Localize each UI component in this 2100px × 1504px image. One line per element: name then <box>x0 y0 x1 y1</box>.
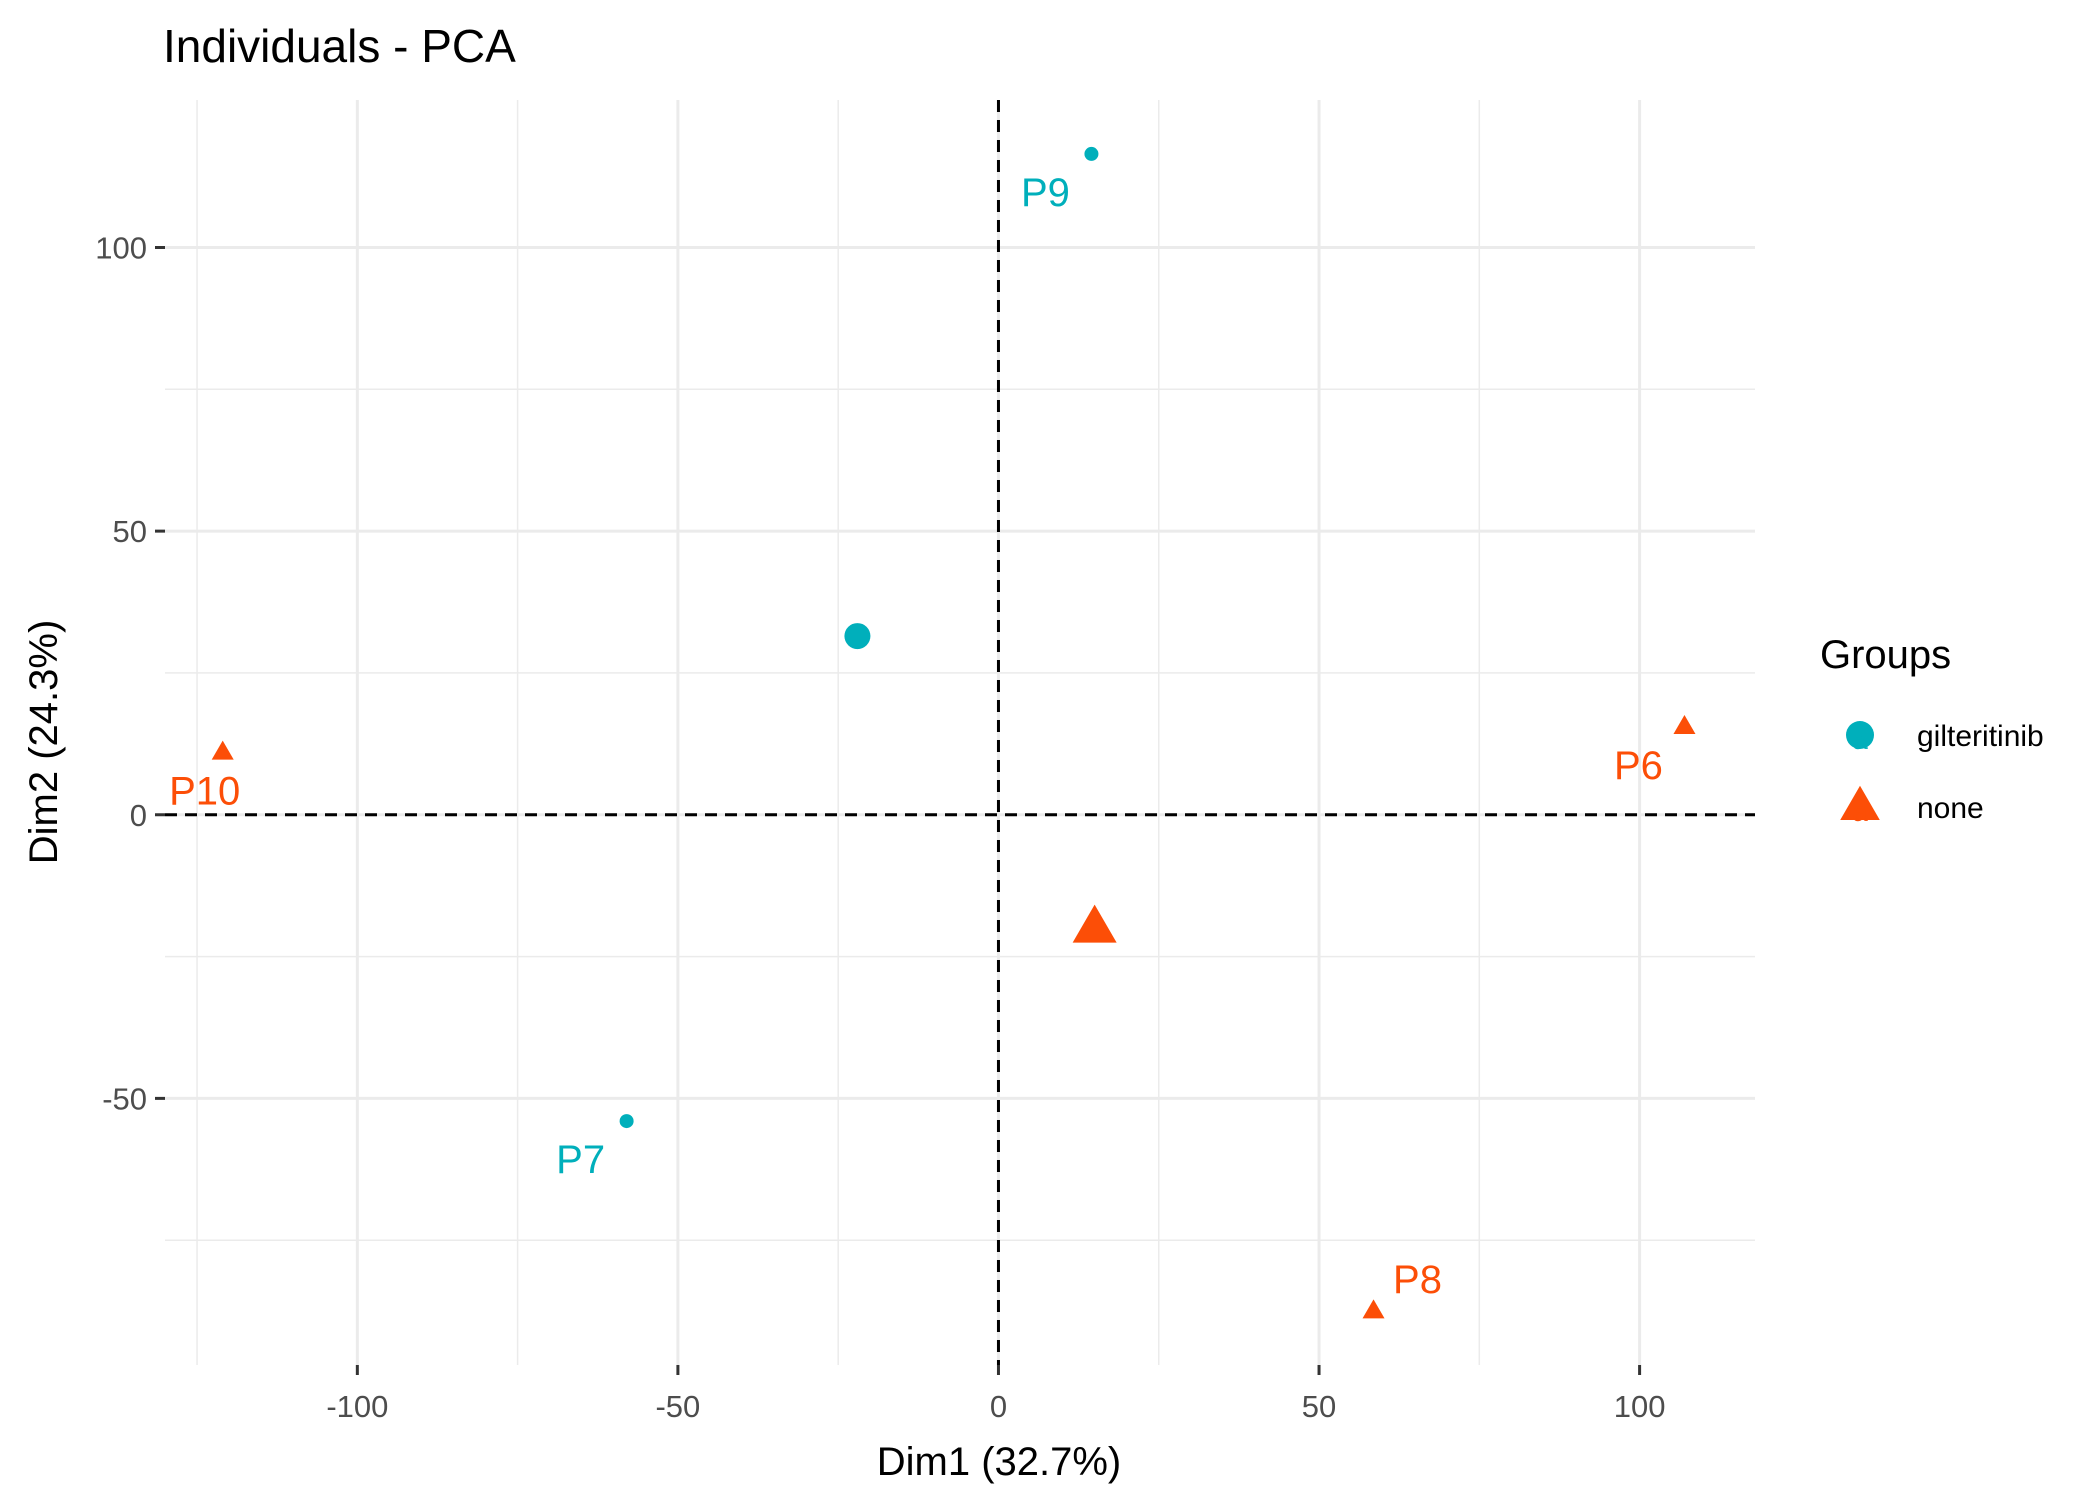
point-label-p6: P6 <box>1614 744 1663 788</box>
y-tick-label: -50 <box>102 1081 147 1116</box>
x-tick-label: -100 <box>326 1389 388 1424</box>
legend-symbol-gilteritinib <box>1846 721 1874 749</box>
point-p9 <box>1084 146 1099 161</box>
x-tick-label: 50 <box>1302 1389 1336 1424</box>
legend-key-gilteritinib: a gilteritinib <box>1846 720 2044 755</box>
point-labels: P9 P7 P6 P10 P8 <box>169 171 1663 1302</box>
centroid-none <box>1072 904 1117 943</box>
point-p7 <box>619 1114 634 1129</box>
legend-mark-gilteritinib: a <box>1852 724 1868 755</box>
legend-label-gilteritinib: gilteritinib <box>1917 720 2044 753</box>
legend-label-none: none <box>1917 792 1984 825</box>
point-label-p7: P7 <box>556 1138 605 1182</box>
legend: Groups a gilteritinib a none <box>1820 633 2044 827</box>
point-label-p9: P9 <box>1021 171 1070 215</box>
point-label-p8: P8 <box>1393 1258 1442 1302</box>
x-tick-label: 0 <box>990 1389 1007 1424</box>
legend-key-none: a none <box>1840 785 1984 827</box>
chart-title: Individuals - PCA <box>163 20 516 72</box>
legend-mark-none: a <box>1852 796 1868 827</box>
legend-title: Groups <box>1820 633 1951 677</box>
y-axis-title: Dim2 (24.3%) <box>22 620 66 865</box>
point-p6 <box>1673 715 1696 735</box>
centroid-gilteritinib <box>844 623 871 650</box>
x-tick-label: -50 <box>655 1389 700 1424</box>
data-points <box>211 146 1696 1319</box>
y-tick-label: 50 <box>113 514 147 549</box>
x-tick-label: 100 <box>1614 1389 1666 1424</box>
y-tick-label: 100 <box>95 230 147 265</box>
axis-ticks: -100 -50 0 50 100 -50 0 50 100 <box>95 230 1665 1424</box>
legend-symbol-none <box>1840 785 1880 820</box>
point-p10 <box>211 740 234 760</box>
grid-minor <box>165 100 1755 1365</box>
legend-items: a gilteritinib a none <box>1840 720 2044 827</box>
x-axis-title: Dim1 (32.7%) <box>877 1440 1122 1484</box>
y-tick-label: 0 <box>130 798 147 833</box>
point-p8 <box>1362 1299 1385 1319</box>
point-label-p10: P10 <box>169 769 240 813</box>
reference-lines <box>165 100 1755 1365</box>
